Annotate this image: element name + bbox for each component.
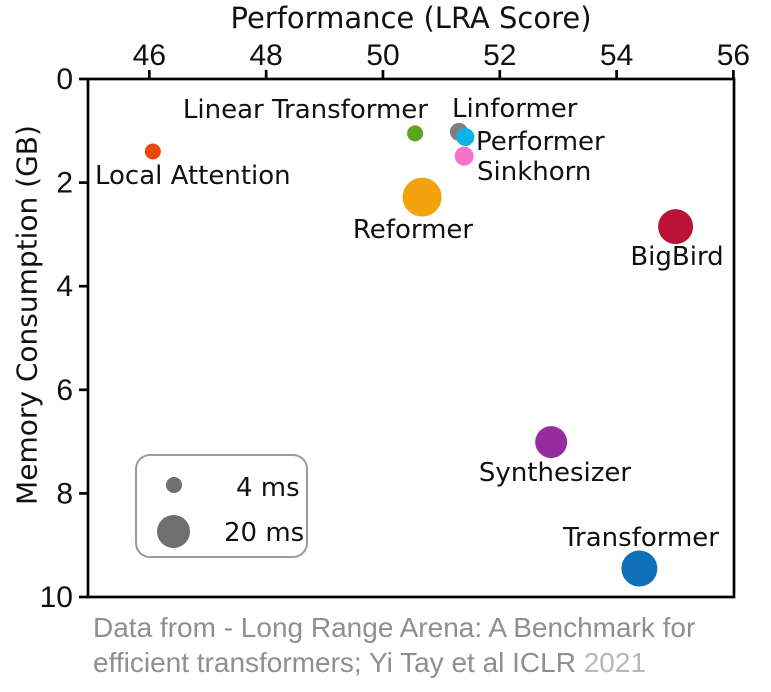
x-tick-label: 54 [600, 39, 633, 72]
data-point-synthesizer [535, 426, 568, 459]
point-labels: Local Attention Linear Transformer Reforme… [95, 94, 724, 553]
data-point-performer [456, 128, 475, 147]
y-axis-title: Memory Consumption (GB) [10, 125, 44, 505]
caption-year: 2021 [583, 647, 647, 678]
point-label-sinkhorn: Sinkhorn [477, 157, 591, 187]
point-label-local-attention: Local Attention [95, 161, 291, 191]
x-tick-label: 50 [366, 39, 399, 72]
point-label-linear-transformer: Linear Transformer [183, 95, 428, 125]
size-legend: 4 ms 20 ms [135, 454, 308, 558]
point-label-reformer: Reformer [353, 215, 474, 245]
data-point-transformer [621, 550, 658, 587]
legend-small-circle-icon [166, 477, 182, 493]
y-tick-label: 6 [56, 374, 73, 407]
x-tick-label: 52 [483, 39, 516, 72]
caption-line2: efficient transformers; Yi Tay et al ICL… [93, 647, 584, 678]
y-tick-label: 0 [56, 63, 73, 96]
caption-line1: Data from - Long Range Arena: A Benchmar… [93, 612, 696, 643]
point-label-transformer: Transformer [562, 523, 719, 553]
y-tick-label: 8 [56, 477, 73, 510]
point-label-linformer: Linformer [452, 94, 578, 124]
x-axis-title: Performance (LRA Score) [230, 1, 592, 35]
y-tick-label: 2 [56, 167, 73, 200]
plot-border [86, 77, 736, 599]
legend-small-label: 4 ms [236, 473, 300, 503]
point-label-bigbird: BigBird [630, 242, 723, 272]
data-point-reformer [402, 177, 442, 217]
legend-big-circle-icon [157, 515, 190, 548]
scatter-points [144, 122, 694, 587]
x-tick-label: 48 [249, 39, 282, 72]
x-tick-label: 46 [133, 39, 166, 72]
point-label-synthesizer: Synthesizer [479, 458, 631, 488]
y-tick-label: 4 [56, 270, 73, 303]
data-point-linear-transformer [407, 125, 424, 142]
data-point-local-attention [144, 143, 161, 160]
axis-ticks [79, 70, 735, 599]
x-tick-label: 56 [717, 39, 750, 72]
data-source-caption: Data from - Long Range Arena: A Benchmar… [93, 610, 695, 680]
data-point-bigbird [658, 209, 694, 245]
point-label-performer: Performer [476, 127, 605, 157]
legend-big-label: 20 ms [224, 518, 305, 548]
data-point-sinkhorn [454, 146, 474, 166]
y-tick-label: 10 [40, 581, 73, 614]
